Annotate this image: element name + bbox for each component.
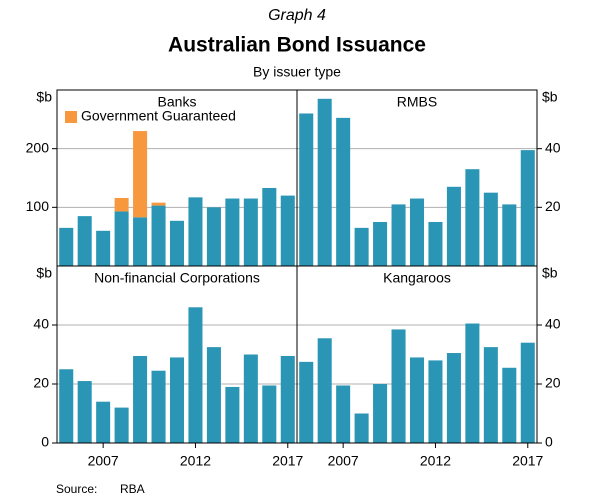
y-unit: $b [542, 89, 558, 105]
y-unit: $b [36, 265, 52, 281]
bar [280, 355, 295, 443]
bar [151, 202, 166, 206]
bar [206, 207, 221, 266]
y-tick-label: 0 [41, 434, 49, 450]
bar [336, 117, 351, 266]
bar [483, 192, 498, 266]
bar [483, 347, 498, 443]
y-tick-label: 20 [545, 198, 561, 214]
bar [114, 197, 129, 212]
legend-swatch [65, 111, 77, 123]
bar [446, 353, 461, 443]
source-label: Source: [56, 482, 97, 496]
legend-label: Government Guaranteed [81, 108, 236, 124]
y-tick-label: 200 [26, 139, 50, 155]
bar [206, 347, 221, 443]
bar [262, 385, 277, 443]
bar [59, 227, 74, 266]
bar [336, 385, 351, 443]
x-tick-label: 2012 [180, 453, 211, 469]
bar [409, 357, 425, 443]
bar [446, 186, 461, 266]
y-tick-label: 0 [545, 434, 553, 450]
bar [133, 217, 148, 266]
bar [317, 338, 332, 443]
x-tick-label: 2007 [88, 453, 119, 469]
bar [133, 355, 148, 443]
bar [520, 150, 535, 266]
bar [520, 342, 535, 443]
chart-title: Australian Bond Issuance [168, 34, 426, 57]
bar [169, 357, 185, 443]
bar [465, 169, 480, 266]
x-tick-label: 2017 [272, 453, 303, 469]
y-unit: $b [542, 265, 558, 281]
bar [225, 386, 240, 443]
bar [225, 198, 240, 266]
y-tick-label: 100 [26, 198, 50, 214]
y-tick-label: 40 [545, 139, 561, 155]
bar [59, 369, 74, 443]
bar [280, 195, 295, 266]
bar [77, 216, 92, 266]
source: RBA [120, 482, 145, 496]
bar [465, 323, 480, 443]
bar [77, 381, 92, 443]
x-tick-label: 2017 [512, 453, 543, 469]
chart-subtitle: By issuer type [253, 64, 341, 80]
bar [299, 113, 314, 266]
y-tick-label: 40 [545, 316, 561, 332]
bar [391, 204, 406, 266]
bar [299, 361, 314, 443]
bar [151, 370, 166, 443]
bar [114, 407, 129, 443]
y-tick-label: 20 [545, 375, 561, 391]
bar [114, 211, 129, 266]
panel-title: Banks [158, 94, 197, 110]
y-unit: $b [36, 89, 52, 105]
bar [151, 205, 166, 266]
x-tick-label: 2012 [420, 453, 451, 469]
bar [391, 329, 406, 443]
graph-number: Graph 4 [268, 7, 326, 24]
y-tick-label: 20 [33, 375, 49, 391]
y-tick-label: 40 [33, 316, 49, 332]
bar [354, 413, 369, 443]
bar [317, 98, 332, 266]
panel-title: Non-financial Corporations [94, 270, 260, 286]
bar [133, 131, 148, 218]
bar [188, 197, 203, 266]
bar [502, 204, 517, 266]
bar [243, 354, 258, 443]
bar [373, 384, 388, 443]
panel-frame [296, 265, 538, 444]
bar [262, 187, 277, 266]
x-tick-label: 2007 [328, 453, 359, 469]
bar [96, 401, 111, 443]
panel-title: Kangaroos [383, 270, 451, 286]
bar [243, 198, 258, 266]
bar [96, 230, 111, 266]
bar [354, 227, 369, 266]
bar [409, 198, 425, 266]
bar [428, 222, 443, 266]
bar [502, 367, 517, 443]
panel-title: RMBS [397, 94, 437, 110]
bar [169, 220, 185, 266]
bar [188, 307, 203, 443]
bar [428, 360, 443, 443]
bar [373, 222, 388, 266]
